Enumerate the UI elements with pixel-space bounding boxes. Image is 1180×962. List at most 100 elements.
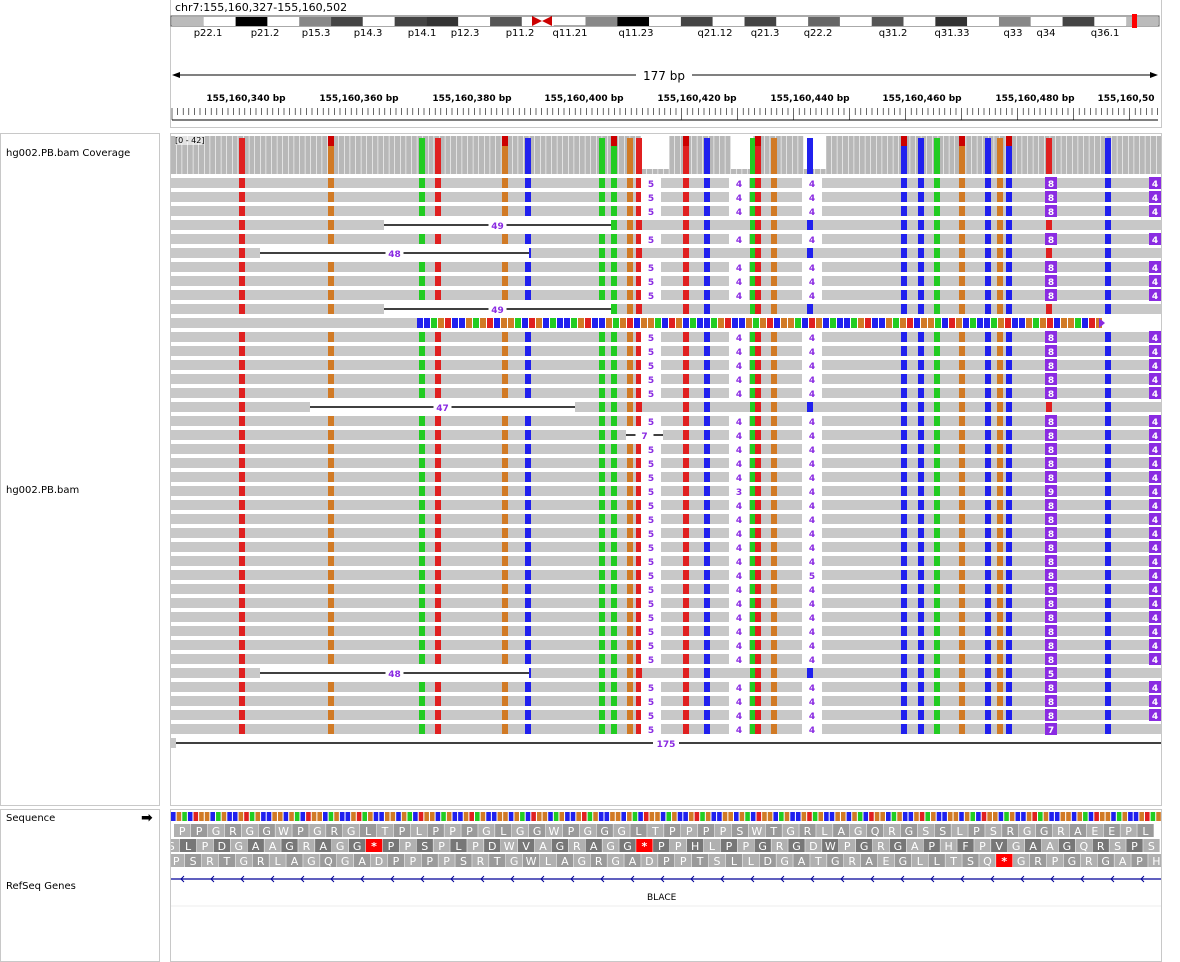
refseq-track-name[interactable]: RefSeq Genes (6, 881, 76, 892)
soft-clip-base (1047, 318, 1053, 328)
coverage-variant-bar (419, 138, 425, 174)
alignment-track-name[interactable]: hg002.PB.bam (6, 485, 80, 496)
mismatch-base (997, 248, 1003, 258)
insertion-gap (729, 514, 749, 524)
soft-clip-base (802, 318, 808, 328)
coverage-bar (854, 136, 860, 174)
mismatch-base (525, 430, 531, 440)
insertion-count: 8 (1048, 362, 1054, 372)
soft-clip-base (669, 318, 675, 328)
soft-clip-base (851, 318, 857, 328)
coverage-bar (994, 136, 1000, 174)
sequence-base (334, 812, 339, 821)
coverage-bar (938, 136, 944, 174)
coverage-bar (882, 136, 888, 174)
sequence-base (576, 812, 581, 821)
amino-acid: P (669, 825, 676, 838)
mismatch-base (901, 682, 907, 692)
coverage-track[interactable] (171, 134, 1161, 174)
mismatch-base (771, 444, 777, 454)
sequence-base (942, 812, 947, 821)
mismatch-base (750, 556, 756, 566)
mismatch-base (985, 248, 991, 258)
deletion-label: 48 (388, 670, 401, 680)
deletion-label-bg (385, 248, 404, 258)
coverage-bar (479, 136, 484, 174)
insertion-marker (1149, 681, 1161, 693)
mismatch-base (918, 178, 924, 188)
insertion-marker (1045, 583, 1057, 595)
mismatch-base (239, 192, 245, 202)
sequence-base (266, 812, 272, 821)
mismatch-base (755, 402, 761, 412)
sequence-base (1060, 812, 1066, 821)
ideogram[interactable]: p22.1 p21.2 p15.3 p14.3 p14.1 p12.3 p11.2 q11.2… (170, 14, 1162, 40)
mismatch-base (755, 346, 761, 356)
mismatch-base (934, 696, 940, 706)
mismatch-base (599, 654, 605, 664)
amino-acid: G (262, 825, 271, 838)
soft-clip-base (683, 318, 689, 328)
amino-acid: T (814, 855, 822, 868)
codon-box (1024, 839, 1042, 852)
amino-acid: P (432, 825, 439, 838)
insertion-count: 4 (1152, 348, 1158, 358)
amino-acid: A (865, 855, 873, 868)
mismatch-base (934, 458, 940, 468)
insertion-count: 4 (1152, 236, 1158, 246)
mismatch-base (704, 640, 710, 650)
amino-acid: P (393, 855, 400, 868)
read (171, 724, 1161, 734)
strand-chevron-icon (570, 875, 575, 883)
insertion-marker (1045, 709, 1057, 721)
soft-clip-base (767, 318, 773, 328)
mismatch-base (1105, 220, 1111, 230)
mismatch-base (611, 402, 617, 412)
mismatch-base (627, 234, 633, 244)
mismatch-base (1105, 402, 1111, 412)
strand-arrow-icon[interactable]: ➡ (141, 810, 153, 826)
mismatch-base (997, 584, 1003, 594)
mismatch-base (1046, 402, 1052, 412)
codon-box (348, 839, 366, 852)
refseq-gene-track[interactable] (171, 872, 1161, 908)
amino-acid: G (606, 840, 615, 853)
codon-box (315, 839, 332, 852)
mismatch-base (1105, 416, 1111, 426)
coverage-track-name[interactable]: hg002.PB.bam Coverage (6, 148, 131, 159)
coverage-bar (1033, 136, 1039, 174)
mismatch-base (599, 192, 605, 202)
sequence-base (1099, 812, 1105, 821)
mismatch-base (934, 668, 940, 678)
mismatch-base (985, 556, 991, 566)
amino-acid: P (449, 825, 456, 838)
mismatch-base (683, 626, 689, 636)
codon-box (585, 839, 602, 852)
mismatch-base (636, 374, 642, 384)
gene-label[interactable]: BLACE (647, 893, 677, 903)
coverage-bar (400, 136, 406, 174)
mismatch-base (750, 668, 756, 678)
insertion-marker (1149, 709, 1161, 721)
codon-box (247, 839, 264, 852)
strand-chevron-icon (330, 875, 335, 883)
mismatch-base (918, 416, 924, 426)
amino-acid: P (1131, 840, 1138, 853)
codon-box (782, 824, 799, 837)
read (171, 318, 417, 328)
ruler-tick-label: 155,160,400 bp (544, 94, 624, 104)
soft-clip-base (557, 318, 563, 328)
mismatch-base (502, 640, 508, 650)
mismatch-base (683, 388, 689, 398)
amino-acid: G (341, 855, 350, 868)
sequence-base (587, 812, 593, 821)
mismatch-base (959, 248, 965, 258)
sequence-track-name[interactable]: Sequence (6, 813, 56, 824)
mismatch-base (918, 542, 924, 552)
insertion-marker (1045, 205, 1057, 217)
ideogram-band-label: q31.33 (935, 28, 970, 39)
mismatch-base (636, 612, 642, 622)
